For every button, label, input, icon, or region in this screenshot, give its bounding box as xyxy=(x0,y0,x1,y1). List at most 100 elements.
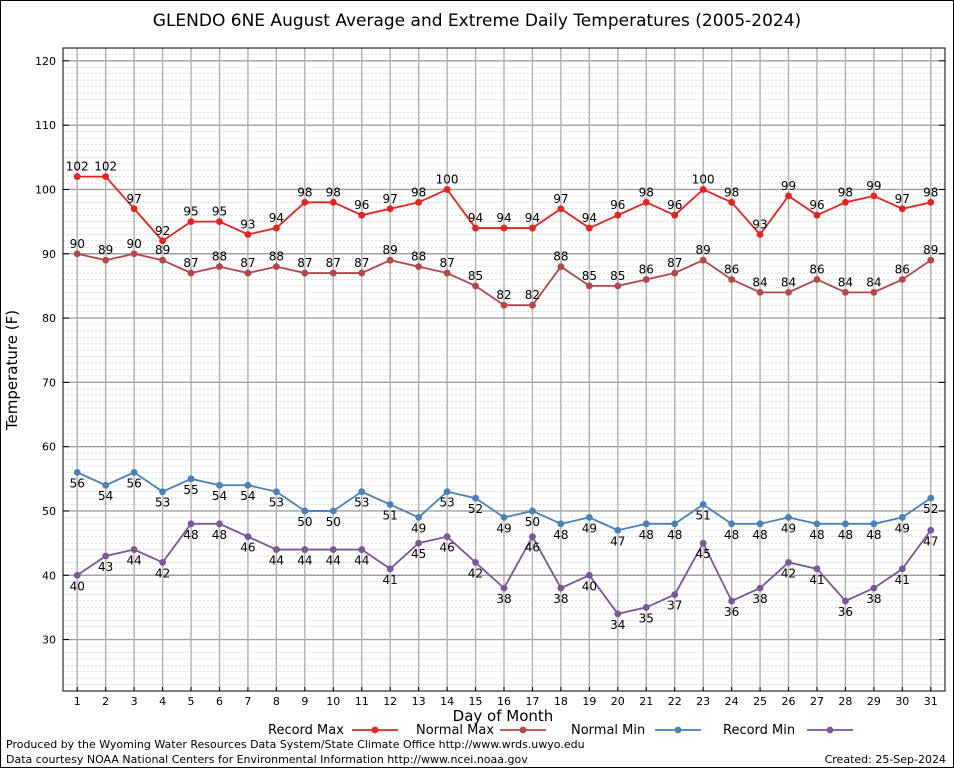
data-label: 38 xyxy=(496,592,511,606)
produced-by-credit: Produced by the Wyoming Water Resources … xyxy=(6,738,585,751)
data-label: 50 xyxy=(525,515,540,529)
data-label: 42 xyxy=(468,566,483,580)
data-point xyxy=(699,186,707,193)
data-point xyxy=(216,218,223,226)
data-point xyxy=(187,475,195,483)
data-label: 48 xyxy=(866,528,881,542)
data-label: 48 xyxy=(809,528,824,542)
data-point xyxy=(642,276,650,283)
data-label: 87 xyxy=(439,256,454,270)
data-point xyxy=(500,224,508,232)
data-point xyxy=(500,301,508,309)
y-tick-label: 90 xyxy=(42,248,56,261)
x-tick-label: 4 xyxy=(159,695,166,708)
data-point xyxy=(386,565,394,573)
x-tick-label: 23 xyxy=(696,695,710,708)
data-point xyxy=(216,520,223,528)
data-point xyxy=(415,198,423,206)
y-axis-label: Temperature (F) xyxy=(3,310,21,431)
data-label: 38 xyxy=(866,592,881,606)
data-point xyxy=(443,186,451,193)
data-label: 89 xyxy=(923,243,938,257)
data-point xyxy=(358,211,366,219)
data-label: 44 xyxy=(126,554,141,568)
data-point xyxy=(102,552,110,560)
legend-label: Record Max xyxy=(268,723,344,738)
x-tick-label: 21 xyxy=(639,695,653,708)
data-label: 40 xyxy=(70,579,85,593)
data-point xyxy=(785,513,792,521)
data-point xyxy=(130,546,138,553)
x-tick-label: 24 xyxy=(725,695,739,708)
data-point xyxy=(415,539,423,547)
data-point xyxy=(756,520,764,528)
y-tick-label: 50 xyxy=(42,505,56,518)
data-point xyxy=(728,198,736,206)
data-label: 98 xyxy=(297,185,312,199)
data-label: 85 xyxy=(610,269,625,283)
data-label: 87 xyxy=(354,256,369,270)
data-label: 97 xyxy=(383,192,398,206)
legend-swatch-marker xyxy=(519,726,527,734)
data-point xyxy=(671,269,679,277)
data-point xyxy=(529,533,536,541)
data-point xyxy=(500,584,508,592)
data-label: 102 xyxy=(66,160,89,174)
data-label: 87 xyxy=(297,256,312,270)
data-point xyxy=(699,539,707,547)
data-point xyxy=(585,282,593,290)
data-label: 41 xyxy=(895,573,910,587)
data-point xyxy=(728,276,736,283)
data-point xyxy=(386,501,394,508)
data-point xyxy=(927,198,935,206)
x-tick-label: 11 xyxy=(355,695,369,708)
data-label: 45 xyxy=(411,547,426,561)
data-point xyxy=(813,211,821,219)
data-label: 51 xyxy=(383,509,398,523)
data-label: 56 xyxy=(70,476,85,490)
x-tick-label: 15 xyxy=(469,695,483,708)
x-tick-label: 30 xyxy=(895,695,909,708)
data-point xyxy=(272,546,280,553)
data-point xyxy=(73,468,81,476)
x-tick-label: 29 xyxy=(867,695,881,708)
y-tick-label: 30 xyxy=(42,634,56,647)
x-tick-label: 16 xyxy=(497,695,511,708)
data-label: 46 xyxy=(240,541,255,555)
data-point xyxy=(529,301,536,309)
x-tick-label: 9 xyxy=(301,695,308,708)
legend-item: Record Min xyxy=(723,723,853,738)
data-point xyxy=(73,250,81,258)
data-point xyxy=(813,520,821,528)
data-point xyxy=(870,520,878,528)
x-tick-label: 5 xyxy=(188,695,195,708)
data-point xyxy=(500,513,508,521)
x-tick-label: 22 xyxy=(668,695,682,708)
data-point xyxy=(472,494,479,502)
chart-grid xyxy=(63,47,945,692)
data-label: 51 xyxy=(696,509,711,523)
data-label: 54 xyxy=(98,489,113,503)
data-point xyxy=(329,269,337,277)
data-point xyxy=(443,269,451,277)
data-point xyxy=(187,269,195,277)
data-label: 86 xyxy=(639,262,654,276)
data-label: 94 xyxy=(269,211,284,225)
data-labels: 102 102 97 92 95 95 93 94 98 98 96 97 98 100 94 94 94 97 9… xyxy=(66,160,939,632)
data-point xyxy=(785,288,792,296)
data-point xyxy=(329,198,337,206)
legend-item: Normal Max xyxy=(416,723,546,738)
data-label: 89 xyxy=(696,243,711,257)
legend-label: Record Min xyxy=(723,723,795,738)
x-tick-label: 3 xyxy=(131,695,138,708)
data-label: 98 xyxy=(411,185,426,199)
data-label: 98 xyxy=(923,185,938,199)
data-point xyxy=(73,571,81,579)
data-point xyxy=(386,205,394,213)
data-point xyxy=(614,526,622,534)
data-label: 97 xyxy=(553,192,568,206)
data-point xyxy=(728,520,736,528)
data-label: 87 xyxy=(326,256,341,270)
created-date: Created: 25-Sep-2024 xyxy=(824,753,946,766)
